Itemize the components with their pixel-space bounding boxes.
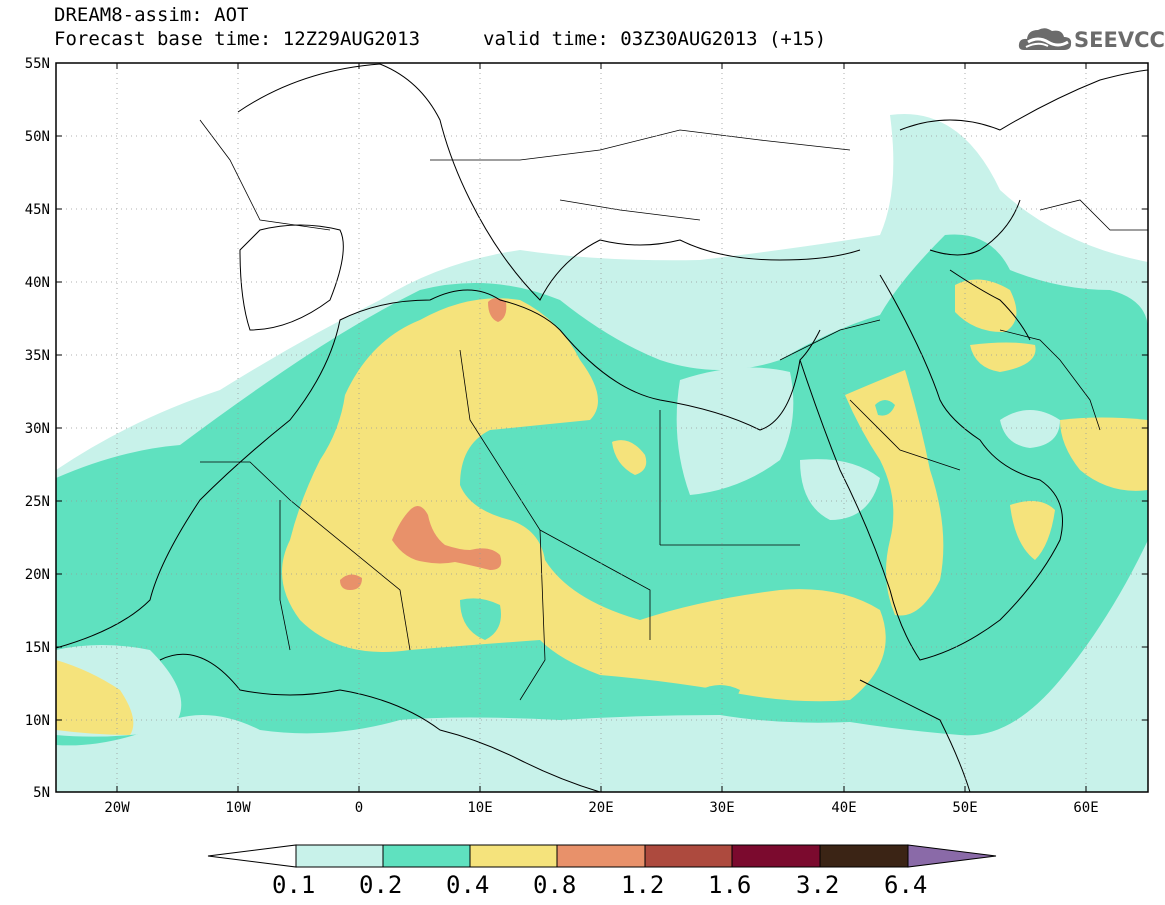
aot-turquoise-islands [460,468,740,705]
lat-ticks [56,135,1148,721]
colorbar-cell [556,844,646,868]
colorbar-label: 0.8 [533,871,577,899]
colorbar-label: 6.4 [884,871,928,899]
graticule [56,63,1148,792]
aot-clear-patches [56,367,1060,737]
logo-text: SEEVCCC [1074,28,1165,52]
lon-tick-label: 10W [225,800,251,816]
lon-tick-label: 20W [104,800,130,816]
lon-tick-label: 10E [467,800,492,816]
aot-contour-fields [56,63,1148,792]
lon-tick-label: 20E [588,800,613,816]
colorbar-label: 1.2 [621,871,665,899]
title-line-1: DREAM8-assim: AOT [54,4,249,26]
colorbar-label: 1.6 [708,871,752,899]
country-borders [199,119,1148,701]
colorbar-label: 0.4 [446,871,490,899]
colorbar-cell [469,844,558,868]
aot-level-0.4 [56,279,1148,735]
aot-level-0.8 [340,298,507,590]
valid-time: valid time: 03Z30AUG2013 (+15) [483,28,827,50]
colorbar-cell [382,844,471,868]
lon-tick-label: 0 [355,800,363,816]
lon-axis: 20W 10W 0 10E 20E 30E 40E 50E 60E [104,800,1098,816]
colorbar-cell [644,844,733,868]
colorbar-label: 0.2 [359,871,403,899]
lat-tick-label: 5N [33,785,50,801]
colorbar-cell [295,844,384,868]
lat-tick-label: 45N [25,202,50,218]
colorbar-cell [819,844,909,868]
seevccc-logo: SEEVCCC [1018,22,1165,56]
lon-tick-label: 30E [709,800,734,816]
lat-tick-label: 50N [25,129,50,145]
lon-ticks [116,63,1087,792]
colorbar-cell [731,844,821,868]
lat-axis: 55N 50N 45N 40N 35N 30N 25N 20N 15N 10N … [25,56,50,801]
colorbar [207,844,997,868]
title-line-2: Forecast base time: 12Z29AUG2013 [54,28,421,50]
lon-tick-label: 50E [952,800,977,816]
lat-tick-label: 35N [25,348,50,364]
lat-tick-label: 20N [25,567,50,583]
lon-tick-label: 60E [1073,800,1098,816]
colorbar-label: 3.2 [796,871,840,899]
coastlines [56,63,1148,792]
colorbar-over-arrow [907,844,997,868]
lat-tick-label: 15N [25,640,50,656]
colorbar-under-arrow [207,844,297,868]
lon-tick-label: 40E [831,800,856,816]
lat-tick-label: 25N [25,494,50,510]
lat-tick-label: 10N [25,713,50,729]
lat-tick-label: 40N [25,275,50,291]
lat-tick-label: 30N [25,421,50,437]
colorbar-label: 0.1 [272,871,316,899]
lat-tick-label: 55N [25,56,50,72]
cloud-icon [1018,28,1072,50]
